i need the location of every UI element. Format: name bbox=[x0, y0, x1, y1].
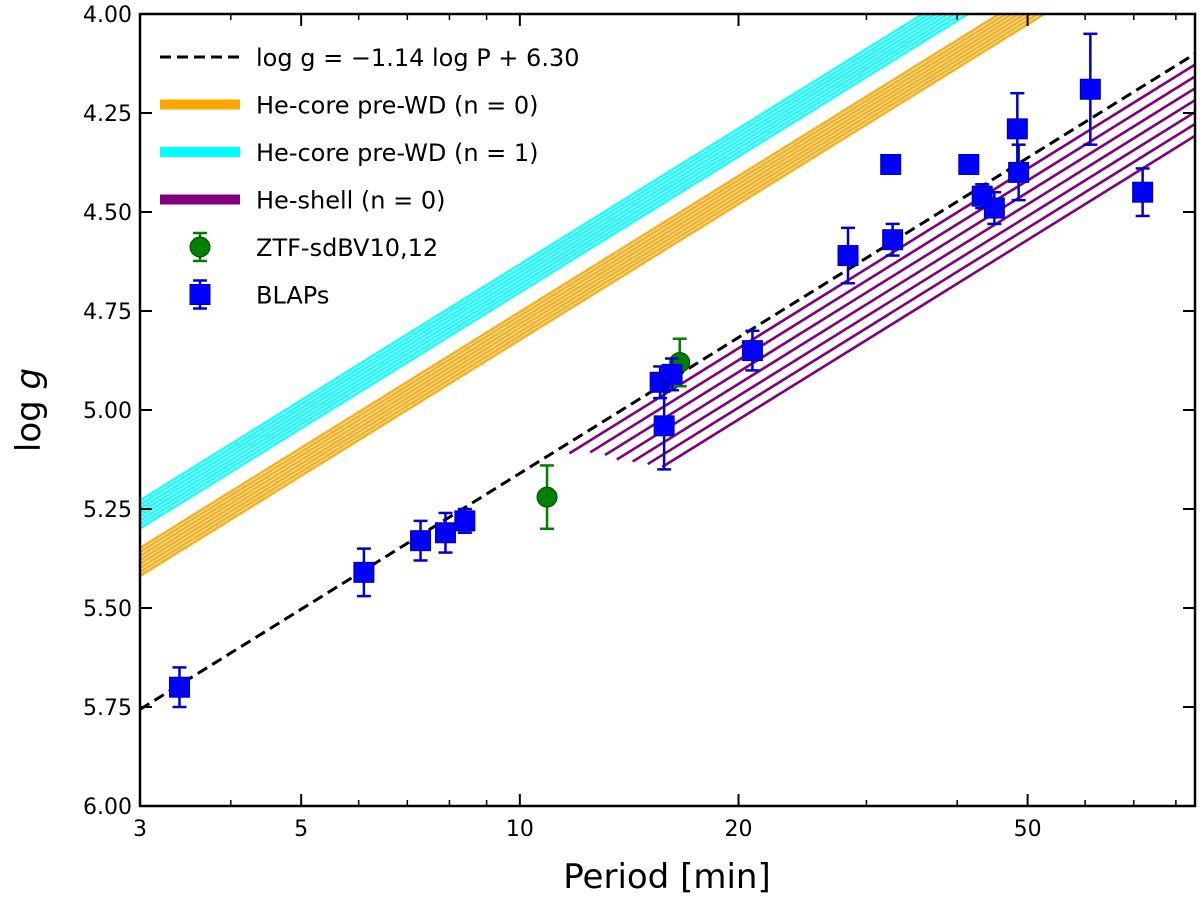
track-band-0-line-0 bbox=[140, 14, 1002, 550]
blap-point-10 bbox=[880, 153, 902, 175]
he-shell-tracks bbox=[568, 63, 1195, 469]
y-tick-label-3: 4.75 bbox=[83, 300, 132, 325]
blap-point-14 bbox=[983, 197, 1005, 219]
legend-label-he_core_n1: He-core pre-WD (n = 1) bbox=[256, 139, 539, 167]
x-tick-label-50: 50 bbox=[1014, 817, 1042, 842]
track-band-1-line-5 bbox=[140, 14, 958, 522]
blap-point-4 bbox=[454, 510, 476, 532]
y-tick-label-1: 4.25 bbox=[83, 102, 132, 127]
legend-label-blaps: BLAPs bbox=[256, 282, 329, 310]
blap-point-16 bbox=[1008, 161, 1030, 183]
x-tick-label-3: 3 bbox=[133, 817, 147, 842]
track-band-1-line-2 bbox=[140, 14, 939, 510]
x-tick-label-5: 5 bbox=[294, 817, 308, 842]
track-band-0-line-1 bbox=[140, 14, 1009, 554]
y-tick-label-4: 5.00 bbox=[83, 399, 132, 424]
blap-point-9 bbox=[837, 245, 859, 267]
track-band-0-line-5 bbox=[140, 14, 1034, 570]
blap-point-6 bbox=[661, 363, 683, 385]
x-tick-label-10: 10 bbox=[506, 817, 534, 842]
y-axis-title-log: log bbox=[9, 389, 49, 452]
track-band-1-line-7 bbox=[140, 14, 971, 530]
track-band-0-line-7 bbox=[140, 14, 1047, 577]
plot-frame bbox=[138, 12, 1197, 808]
he-shell-track-5 bbox=[647, 122, 1195, 466]
blap-point-2 bbox=[410, 530, 432, 552]
track-band-0-line-2 bbox=[140, 14, 1015, 558]
model-track-bands bbox=[140, 14, 1047, 577]
legend: log g = −1.14 log P + 6.30 He-core pre-WD… bbox=[160, 44, 579, 310]
y-tick-label-2: 4.50 bbox=[83, 201, 132, 226]
blap-point-17 bbox=[1079, 78, 1101, 100]
blap-point-8 bbox=[741, 340, 763, 362]
data-points bbox=[168, 32, 1154, 709]
y-tick-label-6: 5.50 bbox=[83, 597, 132, 622]
track-band-1-line-0 bbox=[140, 14, 926, 502]
track-band-0-line-6 bbox=[140, 14, 1041, 573]
legend-label-ztf: ZTF-sdBV10,12 bbox=[256, 234, 438, 262]
y-axis-title-g: g bbox=[9, 368, 49, 390]
track-band-1-line-3 bbox=[140, 14, 945, 514]
legend-label-fit: log g = −1.14 log P + 6.30 bbox=[256, 44, 579, 72]
track-band-0-line-4 bbox=[140, 14, 1028, 566]
he-shell-track-6 bbox=[661, 134, 1195, 469]
track-band-0-line-3 bbox=[140, 14, 1022, 562]
y-tick-label-5: 5.25 bbox=[83, 498, 132, 523]
he-shell-track-1 bbox=[589, 75, 1195, 454]
ztf-point-0 bbox=[536, 486, 558, 508]
blap-point-11 bbox=[882, 229, 904, 251]
legend-label-he_shell_n0: He-shell (n = 0) bbox=[256, 187, 446, 215]
blap-point-3 bbox=[434, 522, 456, 544]
legend-label-he_core_n0: He-core pre-WD (n = 0) bbox=[256, 92, 539, 120]
blap-point-18 bbox=[1132, 181, 1154, 203]
blap-point-0 bbox=[168, 676, 190, 698]
blap-point-15 bbox=[1006, 118, 1028, 140]
axis-ticks: 3 5 10 20 50 4.00 4.25 4.50 4.75 5.00 5.25 5.50 5.75… bbox=[83, 3, 1195, 842]
x-axis-title: Period [min] bbox=[563, 857, 770, 897]
track-band-1-line-1 bbox=[140, 14, 932, 506]
y-tick-label-8: 6.00 bbox=[83, 795, 132, 820]
track-band-1-line-4 bbox=[140, 14, 951, 518]
x-tick-label-20: 20 bbox=[725, 817, 753, 842]
blap-point-1 bbox=[353, 561, 375, 583]
y-tick-label-7: 5.75 bbox=[83, 696, 132, 721]
blap-point-7 bbox=[653, 415, 675, 437]
legend-marker-blaps bbox=[189, 284, 211, 305]
he-shell-track-3 bbox=[616, 99, 1195, 461]
y-axis-title: log g bbox=[9, 368, 49, 452]
y-tick-label-0: 4.00 bbox=[83, 3, 132, 28]
blap-point-12 bbox=[958, 153, 980, 175]
he-shell-track-4 bbox=[631, 111, 1195, 463]
legend-marker-ztf bbox=[189, 236, 211, 258]
track-band-1-line-6 bbox=[140, 14, 964, 526]
he-shell-track-2 bbox=[604, 87, 1195, 457]
